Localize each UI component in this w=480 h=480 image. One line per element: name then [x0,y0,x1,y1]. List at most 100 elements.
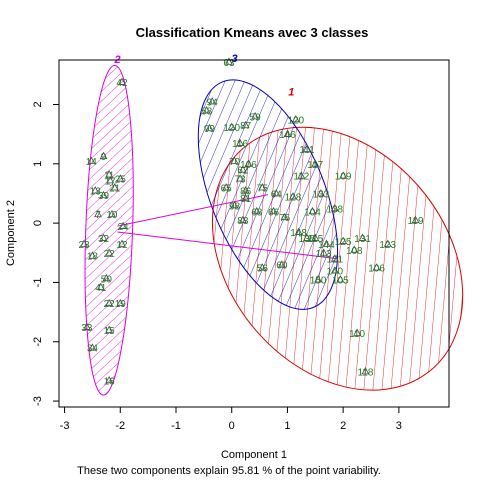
data-point [236,174,244,182]
point-label: 83 [237,216,249,227]
point-label: 23 [79,240,91,251]
point-label: 106 [240,160,257,171]
point-label: 128 [285,192,302,203]
data-point [311,159,320,167]
data-point [314,275,322,283]
point-label: 59 [250,112,262,123]
point-label: 25 [115,175,127,186]
point-label: 16 [104,376,116,387]
cluster-connector-2 [117,231,338,260]
point-label: 19 [115,299,127,310]
y-axis-label: Component 2 [5,200,17,266]
point-label: 75 [257,184,269,195]
x-tick-label: 2 [340,420,346,432]
data-point [308,206,317,215]
point-label: 120 [223,123,240,134]
y-tick-label: -3 [32,396,44,406]
point-label: 112 [293,172,309,183]
point-label: 99 [204,124,216,135]
chart-title: Classification Kmeans avec 3 classes [136,25,369,40]
point-label: 144 [318,240,335,251]
point-label: 58 [201,106,213,117]
data-point [258,183,267,191]
data-point [251,112,259,120]
data-point [272,189,281,197]
point-label: 62 [237,166,249,177]
point-label: 116 [232,139,248,150]
data-point [358,233,367,241]
y-tick-label: 1 [32,161,44,167]
point-label: 41 [95,283,107,294]
data-point [297,171,306,179]
point-label: 56 [257,264,269,275]
point-label: 106 [368,264,385,275]
data-point [316,189,325,197]
data-point [353,328,361,336]
data-point [116,298,125,307]
data-point [202,106,211,114]
x-tick-label: -3 [60,420,70,432]
y-tick-label: -1 [32,278,44,288]
data-point [118,239,126,247]
point-label: 15 [104,326,116,337]
x-tick-label: 3 [396,420,402,432]
point-label: 113 [316,249,332,260]
data-point [105,298,114,307]
point-label: 73 [235,175,247,186]
point-label: 18 [87,252,99,263]
data-point [205,123,214,132]
data-point [411,215,420,224]
point-label: 24 [118,222,130,233]
data-point [82,322,91,330]
point-label: 64 [271,189,283,200]
point-label: 87 [240,121,252,132]
data-point [230,200,239,209]
data-point [80,239,88,247]
data-point [322,239,331,247]
data-point [303,233,311,241]
data-point [236,138,244,146]
point-label: 123 [379,240,396,251]
data-point [241,120,250,129]
x-tick-label: -1 [171,420,181,432]
data-point [339,171,348,179]
data-point [227,122,236,130]
data-point [330,203,339,212]
data-point [258,263,267,271]
point-label: 13 [90,186,102,197]
point-label: 109 [335,172,352,183]
point-label: 117 [307,160,323,171]
point-label: 14 [86,157,98,168]
point-label: 66 [268,207,280,218]
point-label: 104 [304,207,321,218]
point-label: 118 [357,367,373,378]
data-point [105,248,114,256]
data-point [361,367,370,375]
data-point [303,144,311,152]
data-point [87,156,96,164]
point-label: 133 [313,189,330,200]
cluster-label-1: 1 [288,87,294,99]
data-point [105,170,114,178]
point-label: 34 [87,344,99,355]
point-label: 68 [251,207,263,218]
point-label: 131 [354,234,371,245]
point-label: 32 [98,234,110,245]
point-label: 108 [346,246,363,257]
data-point [88,343,97,351]
data-point [383,239,392,247]
footnote: These two components explain 95.81 % of … [77,465,381,477]
cluster-label-3: 3 [231,53,237,65]
point-label: 17 [105,176,117,187]
data-point [102,273,111,282]
data-point [225,57,233,65]
data-point [319,248,328,256]
cluster-ellipse-2 [84,64,134,396]
point-label: 86 [240,186,252,197]
data-point [116,174,125,182]
point-label: 140 [326,267,343,278]
point-label: 76 [279,213,291,224]
x-tick-label: -2 [115,420,125,432]
point-label: 7 [95,210,101,221]
